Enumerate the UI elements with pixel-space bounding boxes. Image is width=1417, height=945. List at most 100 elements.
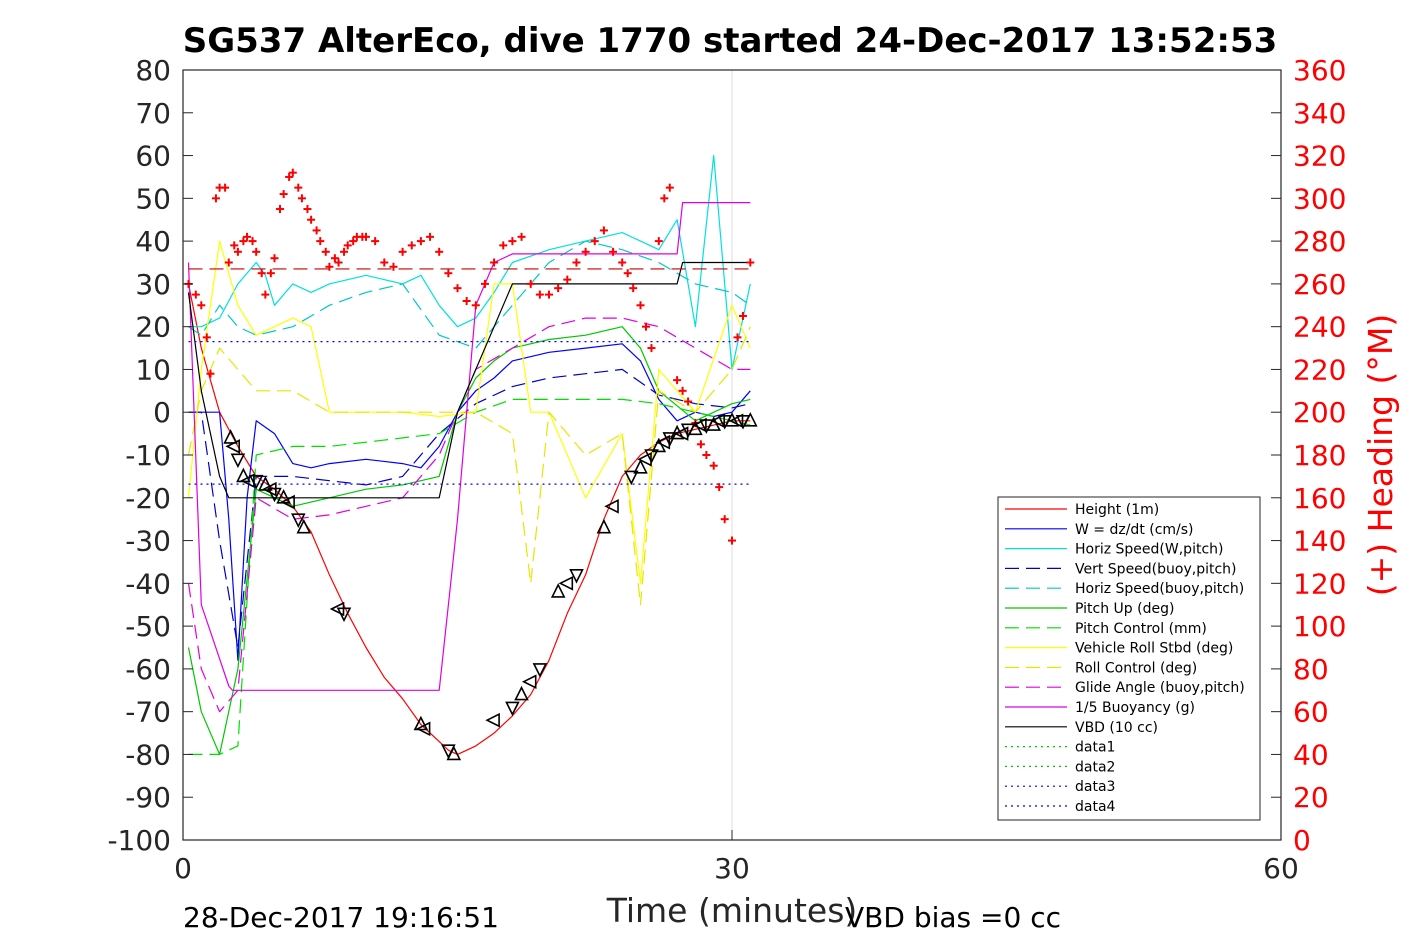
heading-point (261, 290, 270, 299)
heading-layer (184, 168, 755, 545)
heading-point (738, 311, 747, 320)
left-tick-label: -30 (125, 525, 171, 558)
x-tick-label: 0 (174, 852, 192, 885)
vbd-bias-footer: VBD bias =0 cc (845, 901, 1061, 934)
legend-label: Horiz Speed(buoy,pitch) (1075, 581, 1244, 597)
triangle-marker (485, 712, 500, 728)
heading-point (312, 226, 321, 235)
legend-label: data4 (1075, 799, 1116, 815)
heading-point (270, 254, 279, 263)
heading-point (202, 333, 211, 342)
heading-point (285, 172, 294, 181)
heading-point (517, 232, 526, 241)
right-tick-label: 160 (1293, 482, 1346, 515)
heading-point (343, 241, 352, 250)
right-tick-label: 240 (1293, 311, 1346, 344)
left-tick-label: 10 (135, 353, 171, 386)
triangle-marker (644, 449, 659, 464)
heading-point (191, 290, 200, 299)
heading-point (325, 262, 334, 271)
legend-label: data2 (1075, 759, 1115, 775)
heading-point (563, 275, 572, 284)
right-tick-label: 40 (1293, 738, 1329, 771)
heading-point (307, 215, 316, 224)
triangle-marker (267, 487, 282, 503)
legend-label: Vehicle Roll Stbd (deg) (1075, 641, 1233, 657)
heading-point (715, 483, 724, 492)
triangle-marker (413, 715, 429, 731)
left-tick-label: -90 (125, 781, 171, 814)
heading-point (275, 205, 284, 214)
triangle-marker (550, 583, 566, 598)
triangle-layer (223, 412, 758, 761)
heading-point (407, 241, 416, 250)
x-tick-label: 30 (714, 852, 750, 885)
heading-point (224, 258, 233, 267)
series-line-8 (187, 326, 751, 606)
right-tick-label: 340 (1293, 97, 1346, 130)
x-tick-label: 60 (1263, 852, 1299, 885)
heading-point (288, 168, 297, 177)
heading-point (590, 237, 599, 246)
heading-point (303, 205, 312, 214)
heading-point (490, 258, 499, 267)
heading-point (239, 237, 248, 246)
heading-point (618, 258, 627, 267)
legend-label: Horiz Speed(W,pitch) (1075, 542, 1223, 558)
triangle-marker (521, 674, 537, 689)
heading-point (435, 247, 444, 256)
heading-point (733, 333, 742, 342)
series-layer (187, 155, 751, 756)
triangle-marker (514, 685, 529, 701)
series-line-6 (188, 398, 751, 756)
triangle-marker (532, 663, 548, 678)
heading-point (371, 237, 380, 246)
heading-point (647, 344, 656, 353)
heading-point (696, 440, 705, 449)
heading-point (453, 284, 462, 293)
heading-point (252, 247, 261, 256)
chart-title: SG537 AlterEco, dive 1770 started 24-Dec… (183, 21, 1278, 61)
heading-point (206, 369, 215, 378)
heading-point (535, 290, 544, 299)
heading-point (349, 237, 358, 246)
heading-point (684, 397, 693, 406)
right-tick-label: 140 (1293, 525, 1346, 558)
heading-point (340, 247, 349, 256)
heading-point (462, 297, 471, 305)
right-tick-label: 260 (1293, 268, 1346, 301)
legend-label: Height (1m) (1075, 502, 1159, 518)
heading-point (599, 226, 608, 235)
heading-point (380, 258, 389, 267)
triangle-marker (280, 494, 295, 510)
heading-point (230, 241, 239, 250)
heading-point (334, 258, 343, 267)
heading-point (243, 232, 252, 241)
heading-point (660, 194, 669, 203)
triangle-marker (706, 416, 721, 431)
heading-point (389, 262, 398, 271)
heading-point (728, 536, 736, 545)
heading-point (702, 451, 711, 459)
triangle-marker (624, 470, 639, 486)
legend-label: Roll Control (deg) (1075, 660, 1197, 676)
heading-point (623, 269, 632, 278)
heading-point (654, 237, 663, 246)
triangle-marker (688, 420, 703, 436)
heading-point (746, 258, 755, 267)
right-tick-label: 280 (1293, 225, 1346, 258)
series-line-4 (188, 240, 751, 349)
series-line-11 (187, 261, 751, 499)
right-tick-label: 220 (1293, 353, 1346, 386)
triangle-marker (728, 413, 744, 429)
legend-label: Pitch Control (mm) (1075, 621, 1207, 637)
heading-point (294, 183, 303, 192)
x-axis: 0 30 60 (174, 830, 1299, 885)
heading-point (330, 254, 339, 263)
heading-point (480, 279, 489, 288)
legend: Height (1m) W = dz/dt (cm/s) Horiz Speed(W… (997, 496, 1261, 821)
timestamp-footer: 28-Dec-2017 19:16:51 (183, 901, 499, 934)
left-tick-label: -10 (125, 439, 171, 472)
right-tick-label: 80 (1293, 653, 1329, 686)
left-tick-label: -50 (125, 610, 171, 643)
